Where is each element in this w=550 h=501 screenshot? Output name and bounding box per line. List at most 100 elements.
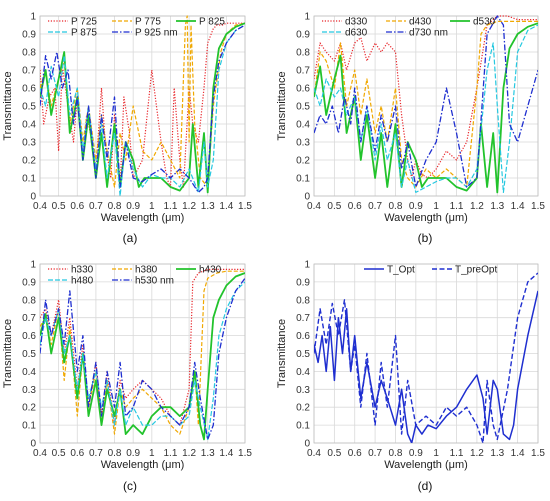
x-axis-label: Wavelength (μm)	[101, 212, 185, 224]
x-tick-label: 1.5	[531, 448, 545, 459]
y-tick-label: 1	[304, 12, 310, 23]
y-tick-label: 0.8	[22, 48, 36, 59]
x-tick-label: 0.4	[307, 448, 321, 459]
y-tick-label: 0.9	[22, 277, 36, 288]
y-axis-label: Transmittance	[276, 319, 288, 388]
x-tick-label: 0.9	[409, 448, 423, 459]
x-tick-label: 0.4	[33, 201, 47, 212]
x-tick-label: 0.7	[368, 448, 382, 459]
x-tick-label: 0.5	[327, 448, 341, 459]
x-tick-label: 1	[433, 448, 439, 459]
y-tick-label: 0.6	[22, 84, 36, 95]
y-tick-label: 0.9	[296, 277, 310, 288]
y-tick-label: 0.5	[22, 349, 36, 360]
y-axis-label: Transmittance	[2, 319, 14, 388]
y-tick-label: 0.4	[22, 120, 36, 131]
x-tick-label: 0.6	[348, 201, 362, 212]
y-tick-label: 0.3	[296, 138, 310, 149]
series-line-p-725	[40, 22, 245, 188]
x-tick-label: 0.8	[108, 201, 122, 212]
panel-b: 0 0.1 0.2 0.3 0.4 0.5 0.6 0.7 0.8 0.9 1 0.4 0.5 0.6 0.…	[276, 12, 545, 246]
x-tick-label: 1.2	[182, 448, 196, 459]
x-tick-label: 1.3	[201, 448, 215, 459]
x-tick-label: 0.4	[33, 448, 47, 459]
legend-label: P 875	[71, 28, 97, 39]
legend-label: h330	[71, 265, 94, 276]
series-line-d330	[314, 15, 538, 179]
x-axis-label: Wavelength (μm)	[384, 459, 468, 471]
x-tick-label: 0.9	[126, 448, 140, 459]
y-tick-label: 1	[304, 260, 310, 271]
x-tick-label: 0.9	[126, 201, 140, 212]
x-tick-label: 0.4	[307, 201, 321, 212]
series-line-h330	[40, 268, 245, 426]
legend-label: P 925 nm	[135, 28, 178, 39]
y-tick-label: 0.6	[296, 84, 310, 95]
x-tick-label: 1.1	[450, 448, 464, 459]
y-tick-label: 0.7	[296, 313, 310, 324]
x-tick-label: 0.7	[89, 448, 103, 459]
y-tick-label: 0.1	[296, 174, 310, 185]
y-tick-label: 0.3	[22, 385, 36, 396]
legend-label: h530 nm	[135, 276, 174, 287]
series-line-p-825	[40, 22, 245, 194]
x-tick-label: 0.5	[52, 201, 66, 212]
y-tick-label: 0	[30, 439, 36, 450]
panel-caption: (d)	[418, 479, 433, 493]
x-tick-label: 1.3	[490, 201, 504, 212]
legend-label: d530	[473, 17, 496, 28]
x-tick-label: 1.1	[450, 201, 464, 212]
panel-caption: (b)	[418, 231, 433, 245]
series-line-h480	[40, 281, 245, 440]
legend-label: P 725	[71, 17, 97, 28]
x-tick-label: 1.4	[511, 448, 525, 459]
series-line-d630	[314, 24, 538, 193]
y-tick-label: 0.5	[296, 349, 310, 360]
x-tick-label: 0.5	[52, 448, 66, 459]
y-tick-label: 0.8	[296, 48, 310, 59]
y-tick-label: 0.4	[296, 120, 310, 131]
x-axis-label: Wavelength (μm)	[101, 459, 185, 471]
panel-caption: (a)	[123, 231, 138, 245]
x-tick-label: 0.8	[389, 201, 403, 212]
y-tick-label: 0.7	[22, 66, 36, 77]
y-tick-label: 0.5	[22, 102, 36, 113]
legend-label: T_Opt	[387, 265, 415, 276]
y-tick-label: 0.2	[22, 156, 36, 167]
legend-label: P 825	[199, 17, 225, 28]
x-tick-label: 1	[433, 201, 439, 212]
y-tick-label: 0.9	[296, 30, 310, 41]
panel-d: 0 0.1 0.2 0.3 0.4 0.5 0.6 0.7 0.8 0.9 1 0.4 0.5 0.6 0.…	[276, 260, 545, 494]
legend-label: d630	[345, 28, 368, 39]
y-tick-label: 0	[304, 439, 310, 450]
y-tick-label: 1	[30, 12, 36, 23]
series-line-d430	[314, 20, 538, 188]
plot-border	[313, 15, 539, 197]
legend-label: d330	[345, 17, 368, 28]
x-tick-label: 0.5	[327, 201, 341, 212]
y-tick-label: 0.4	[22, 367, 36, 378]
x-tick-label: 0.7	[89, 201, 103, 212]
legend-label: h480	[71, 276, 94, 287]
legend-label: d730 nm	[409, 28, 448, 39]
x-tick-label: 0.8	[389, 448, 403, 459]
y-axis-label: Transmittance	[276, 71, 288, 140]
x-tick-label: 0.6	[348, 448, 362, 459]
x-tick-label: 1.1	[164, 201, 178, 212]
y-axis-label: Transmittance	[2, 71, 14, 140]
x-tick-label: 0.6	[70, 201, 84, 212]
y-tick-label: 0.7	[296, 66, 310, 77]
x-tick-label: 1.2	[470, 201, 484, 212]
series-line-h380	[40, 270, 245, 435]
y-tick-label: 0.2	[296, 403, 310, 414]
x-tick-label: 0.8	[108, 448, 122, 459]
series-line-t_preopt	[314, 272, 538, 443]
y-tick-label: 0.1	[22, 421, 36, 432]
x-tick-label: 1.3	[201, 201, 215, 212]
legend-label: P 775	[135, 17, 161, 28]
series-line-h530-nm	[40, 277, 245, 441]
series-line-d730-nm	[314, 15, 538, 188]
x-tick-label: 1.2	[470, 448, 484, 459]
x-tick-label: 0.9	[409, 201, 423, 212]
